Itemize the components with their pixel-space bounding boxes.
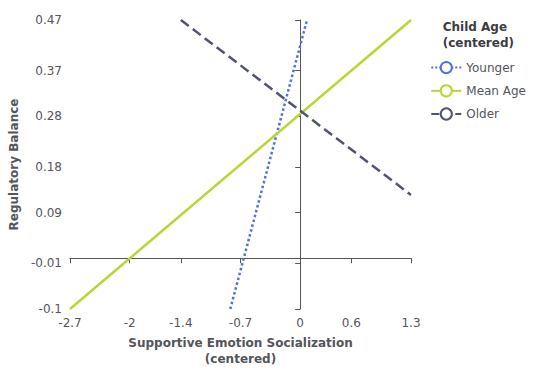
svg-text:-2.7: -2.7: [58, 316, 81, 330]
svg-text:-2: -2: [124, 316, 136, 330]
svg-text:-0.01: -0.01: [31, 256, 62, 270]
svg-text:0.47: 0.47: [35, 13, 62, 27]
svg-text:0.09: 0.09: [35, 206, 62, 220]
svg-text:1.3: 1.3: [401, 316, 420, 330]
svg-text:(centered): (centered): [205, 352, 276, 366]
svg-text:Older: Older: [466, 107, 499, 121]
svg-text:Younger: Younger: [465, 61, 514, 75]
svg-text:Mean Age: Mean Age: [466, 84, 526, 98]
svg-text:0.6: 0.6: [342, 316, 361, 330]
svg-text:-0.1: -0.1: [39, 302, 62, 316]
svg-text:0.37: 0.37: [35, 64, 62, 78]
svg-text:0.18: 0.18: [35, 160, 62, 174]
svg-text:Child Age: Child Age: [443, 20, 507, 34]
svg-text:0.28: 0.28: [35, 109, 62, 123]
svg-text:Regulatory Balance: Regulatory Balance: [7, 99, 21, 231]
svg-text:-1.4: -1.4: [169, 316, 192, 330]
svg-text:-0.7: -0.7: [229, 316, 252, 330]
svg-text:Supportive Emotion Socializati: Supportive Emotion Socialization: [128, 336, 352, 350]
svg-text:0: 0: [296, 316, 304, 330]
svg-text:(centered): (centered): [443, 36, 514, 50]
